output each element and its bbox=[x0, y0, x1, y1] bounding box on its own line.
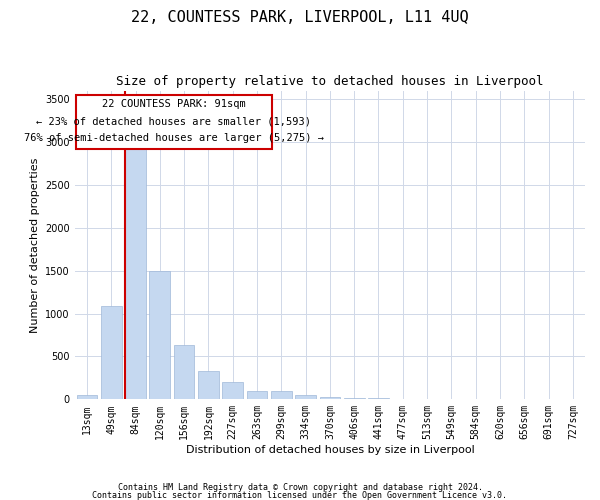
Bar bbox=[223, 382, 243, 400]
Text: 76% of semi-detached houses are larger (5,275) →: 76% of semi-detached houses are larger (… bbox=[24, 133, 324, 143]
Text: 22 COUNTESS PARK: 91sqm: 22 COUNTESS PARK: 91sqm bbox=[102, 100, 245, 110]
Bar bbox=[149, 270, 170, 400]
Text: ← 23% of detached houses are smaller (1,593): ← 23% of detached houses are smaller (1,… bbox=[36, 116, 311, 126]
Bar bbox=[344, 398, 365, 400]
Bar bbox=[368, 398, 389, 400]
Bar bbox=[320, 397, 340, 400]
Bar bbox=[174, 346, 194, 400]
Text: 22, COUNTESS PARK, LIVERPOOL, L11 4UQ: 22, COUNTESS PARK, LIVERPOOL, L11 4UQ bbox=[131, 10, 469, 25]
Bar bbox=[247, 391, 268, 400]
Bar bbox=[198, 371, 219, 400]
Bar bbox=[77, 395, 97, 400]
Text: Contains public sector information licensed under the Open Government Licence v3: Contains public sector information licen… bbox=[92, 490, 508, 500]
FancyBboxPatch shape bbox=[76, 96, 272, 149]
Title: Size of property relative to detached houses in Liverpool: Size of property relative to detached ho… bbox=[116, 75, 544, 88]
Text: Contains HM Land Registry data © Crown copyright and database right 2024.: Contains HM Land Registry data © Crown c… bbox=[118, 484, 482, 492]
Y-axis label: Number of detached properties: Number of detached properties bbox=[29, 158, 40, 332]
Bar bbox=[125, 140, 146, 400]
Bar bbox=[271, 391, 292, 400]
Bar bbox=[295, 394, 316, 400]
X-axis label: Distribution of detached houses by size in Liverpool: Distribution of detached houses by size … bbox=[185, 445, 474, 455]
Bar bbox=[101, 306, 122, 400]
